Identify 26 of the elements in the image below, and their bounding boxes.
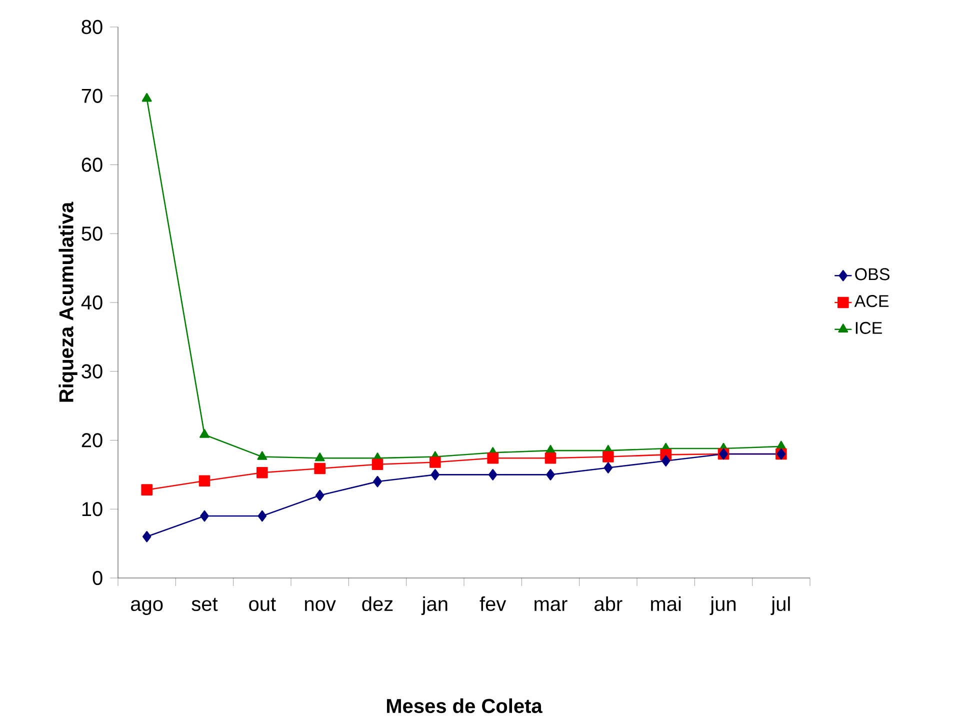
legend-label: ICE — [856, 322, 882, 334]
x-tick-label: jan — [421, 596, 448, 616]
x-tick-label: abr — [594, 596, 622, 612]
x-tick-label: jun — [710, 596, 736, 616]
x-tick-label: ago — [131, 600, 163, 616]
x-tick-label: mai — [651, 596, 681, 612]
x-tick-label: out — [249, 598, 276, 612]
y-tick-label: 10 — [82, 502, 102, 516]
y-tick-label: 80 — [82, 20, 102, 34]
y-tick-label: 40 — [81, 295, 102, 310]
y-tick-label: 70 — [82, 88, 102, 103]
x-axis-title: Meses de Coleta — [386, 698, 542, 714]
legend-label: ACE — [854, 295, 889, 308]
x-tick-label: set — [192, 598, 218, 612]
y-tick-label: 30 — [82, 364, 102, 378]
y-tick-label: 0 — [92, 570, 102, 586]
x-tick-label: fev — [480, 596, 506, 612]
x-tick-label: jul — [770, 596, 790, 616]
y-tick-label: 60 — [82, 158, 102, 172]
x-tick-label: mar — [534, 600, 568, 612]
x-tick-label: nov — [305, 600, 336, 612]
legend-label: OBS — [855, 268, 890, 280]
x-tick-label: dez — [362, 596, 393, 612]
y-axis-title: Riqueza Acumulativa — [58, 202, 78, 402]
y-tick-label: 50 — [82, 226, 102, 241]
y-tick-label: 20 — [82, 433, 102, 448]
